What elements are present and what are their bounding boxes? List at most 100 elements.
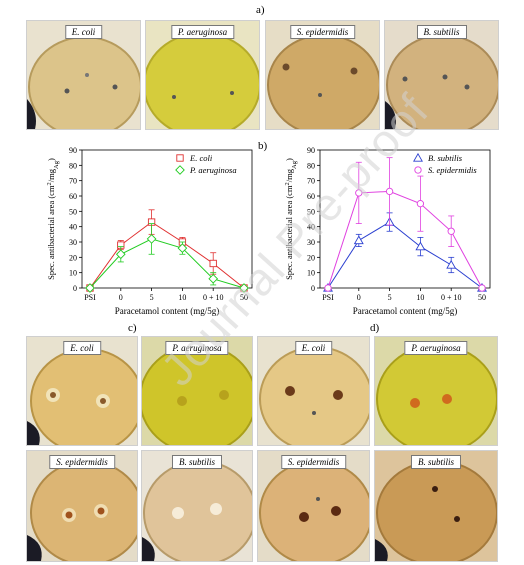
photo-c-b-subtilis: B. subtilis [141, 450, 253, 562]
y-tick-label: 30 [307, 238, 315, 247]
y-axis-label: Spec. antibacterial area (cm2/mgAg) [46, 158, 60, 280]
panel-label-b: b) [258, 140, 268, 152]
photo-d-p-aeruginosa: P. aeruginosa [374, 336, 498, 446]
data-point [353, 235, 364, 245]
panel-label-c: c) [128, 322, 137, 334]
panel-label-a: a) [256, 4, 265, 16]
agar-plate-image [142, 460, 252, 561]
y-tick-label: 70 [307, 177, 315, 186]
photo-c-s-epidermidis: S. epidermidis [26, 450, 138, 562]
y-tick-label: 10 [69, 269, 77, 278]
series-line [327, 221, 483, 289]
photo-d-s-epidermidis: S. epidermidis [257, 450, 370, 562]
y-tick-label: 50 [69, 207, 77, 216]
y-tick-label: 60 [307, 192, 315, 201]
photo-label: B. subtilis [410, 455, 462, 469]
y-axis-label-part: Spec. antibacterial area (cm [284, 185, 294, 280]
photo-label: E. coli [294, 341, 333, 355]
x-tick-label: 10 [178, 293, 186, 302]
x-tick-label: 5 [388, 293, 392, 302]
photo-label: E. coli [63, 341, 101, 355]
y-tick-label: 90 [307, 146, 315, 155]
legend-label: S. epidermidis [428, 165, 477, 175]
y-tick-label: 10 [307, 269, 315, 278]
photo-c-e-coli: E. coli [26, 336, 138, 446]
y-tick-label: 50 [307, 207, 315, 216]
x-tick-label: 5 [150, 293, 154, 302]
y-axis-label-part: ) [46, 158, 56, 161]
photo-label: E. coli [64, 25, 103, 39]
data-point [115, 249, 126, 260]
x-axis-label: Paracetamol content (mg/5g) [115, 306, 219, 316]
photo-label: S. epidermidis [289, 25, 356, 39]
x-tick-label: PSI [84, 293, 96, 302]
photo-label: P. aeruginosa [170, 25, 235, 39]
data-point [85, 283, 95, 293]
y-axis-label-part: Ag [53, 160, 60, 169]
y-tick-label: 20 [69, 253, 77, 262]
photo-d-e-coli: E. coli [257, 336, 370, 446]
x-tick-label: 0 [119, 293, 123, 302]
chart-right: 0 10 20 30 40 50 60 70 80 90 PSI 0 5 10 0 + 10 50 Parace… [284, 146, 491, 316]
data-point [414, 166, 422, 174]
photo-a-b-subtilis: B. subtilis [384, 20, 499, 130]
data-point [447, 227, 455, 235]
x-tick-label: 10 [416, 293, 424, 302]
series-line [89, 221, 245, 289]
photo-a-p-aeruginosa: P. aeruginosa [145, 20, 260, 130]
x-tick-label: 0 [357, 293, 361, 302]
plot-frame [81, 149, 253, 289]
data-point [355, 189, 363, 197]
photo-label: S. epidermidis [280, 455, 347, 469]
data-point [478, 284, 486, 292]
data-point [324, 284, 332, 292]
y-tick-label: 0 [73, 284, 77, 293]
x-tick-label: 0 + 10 [203, 293, 224, 302]
photo-a-s-epidermidis: S. epidermidis [265, 20, 380, 130]
x-tick-label: PSI [322, 293, 334, 302]
y-axis-label-part: Spec. antibacterial area (cm [46, 185, 56, 280]
data-point [385, 187, 394, 196]
photo-label: P. aeruginosa [404, 341, 468, 355]
y-tick-label: 80 [69, 161, 77, 170]
x-tick-label: 50 [240, 293, 248, 302]
y-tick-label: 70 [69, 177, 77, 186]
data-point [239, 283, 249, 293]
agar-plate-image [27, 348, 137, 445]
series-line [89, 238, 245, 289]
photo-c-p-aeruginosa: P. aeruginosa [141, 336, 253, 446]
x-tick-label: 50 [478, 293, 486, 302]
data-point [416, 200, 425, 208]
photo-label: B. subtilis [416, 25, 467, 39]
data-point [146, 234, 157, 244]
y-axis-label-part: Ag [291, 160, 298, 169]
data-point [175, 165, 185, 175]
y-axis-label-part: 2 [46, 182, 53, 185]
chart-left: 0 10 20 30 40 50 60 70 80 90 PSI 0 5 10 0 + 10 50 Parace… [46, 146, 253, 316]
y-tick-label: 30 [69, 238, 77, 247]
y-tick-label: 60 [69, 192, 77, 201]
y-axis-label-part: /mg [46, 168, 56, 182]
y-tick-label: 40 [69, 223, 77, 232]
plot-frame [319, 149, 491, 289]
panel-label-d: d) [370, 322, 380, 334]
photo-label: S. epidermidis [49, 455, 115, 469]
y-tick-label: 90 [69, 146, 77, 155]
photo-label: P. aeruginosa [165, 341, 229, 355]
y-tick-label: 0 [311, 284, 315, 293]
y-tick-label: 80 [307, 161, 315, 170]
legend-label: P. aeruginosa [189, 165, 237, 175]
legend-label: B. subtilis [428, 153, 463, 163]
x-axis-label: Paracetamol content (mg/5g) [353, 306, 457, 316]
x-tick-label: 0 + 10 [441, 293, 462, 302]
y-axis-label: Spec. antibacterial area (cm2/mgAg) [284, 158, 298, 280]
photo-a-e-coli: E. coli [26, 20, 141, 130]
data-point [415, 241, 426, 251]
photo-d-b-subtilis: B. subtilis [374, 450, 498, 562]
data-point [177, 243, 188, 253]
data-point [413, 152, 423, 162]
data-point [176, 154, 184, 162]
legend-label: E. coli [189, 153, 213, 163]
y-axis-label-part: ) [284, 158, 294, 161]
y-tick-label: 40 [307, 223, 315, 232]
